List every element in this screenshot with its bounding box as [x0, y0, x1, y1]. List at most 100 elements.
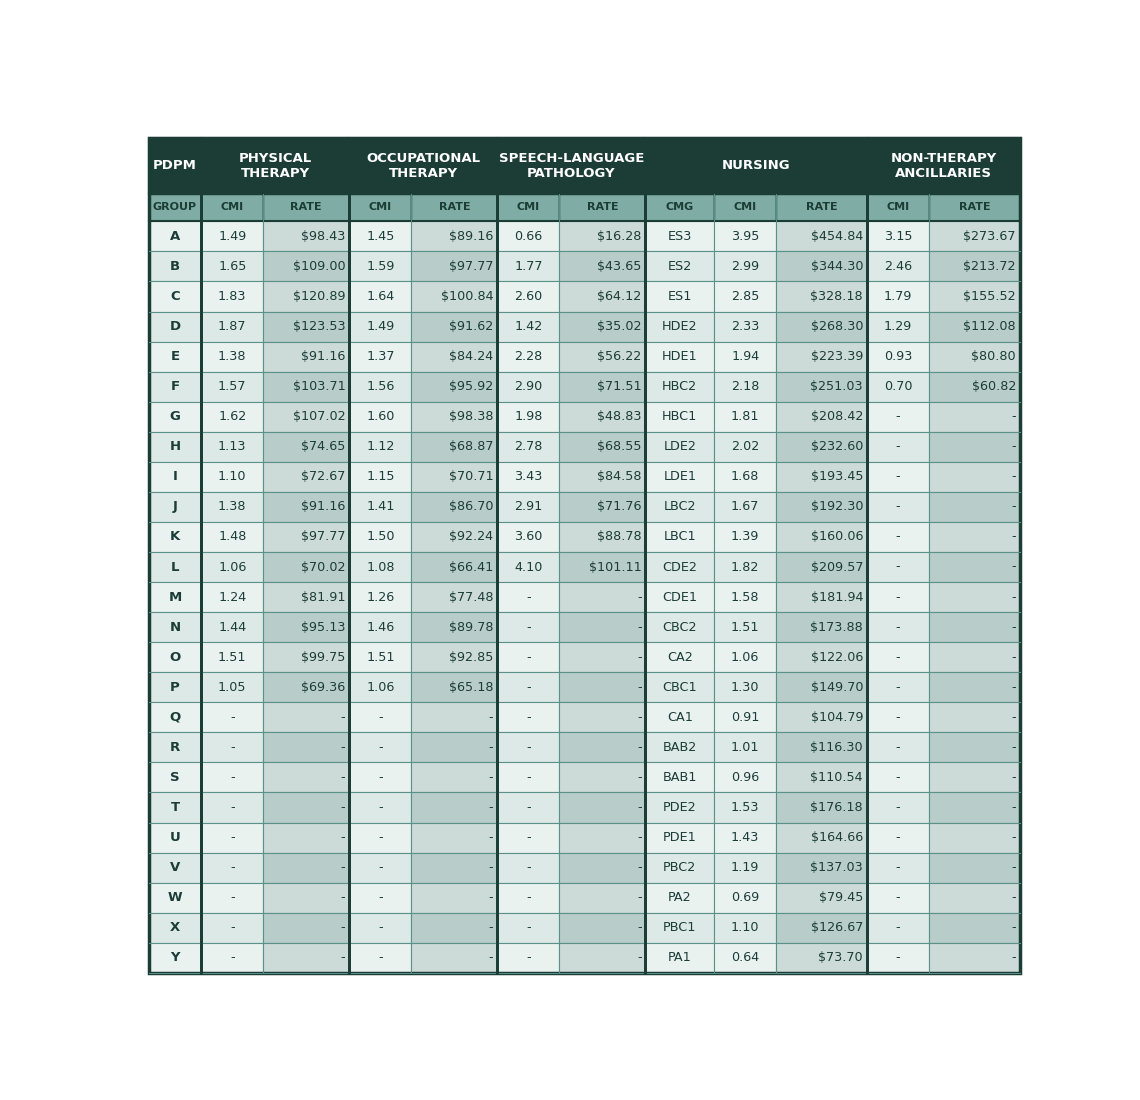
Bar	[497, 311, 560, 342]
Text: -: -	[341, 861, 345, 875]
Bar	[202, 913, 263, 943]
Text: -: -	[378, 861, 383, 875]
Text: -: -	[489, 771, 494, 784]
Bar	[202, 672, 263, 702]
Bar	[868, 252, 929, 282]
Text: -: -	[230, 921, 235, 934]
Text: Y: Y	[170, 952, 180, 965]
Bar	[645, 552, 714, 582]
Text: -: -	[230, 861, 235, 875]
Bar	[929, 194, 1020, 221]
Text: $68.55: $68.55	[597, 440, 642, 453]
Bar	[202, 792, 263, 823]
Text: C: C	[170, 290, 180, 303]
Bar	[560, 582, 645, 612]
Bar	[202, 194, 263, 221]
Text: 2.28: 2.28	[514, 350, 543, 363]
Bar	[412, 642, 497, 672]
Text: -: -	[637, 861, 642, 875]
Text: $109.00: $109.00	[293, 260, 345, 273]
Text: LDE1: LDE1	[663, 471, 697, 483]
Bar	[263, 342, 349, 372]
Bar	[202, 823, 263, 852]
Bar	[929, 462, 1020, 492]
Text: $107.02: $107.02	[293, 410, 345, 424]
Text: -: -	[1011, 741, 1016, 754]
Bar	[349, 431, 412, 462]
Bar	[714, 402, 776, 431]
Bar	[412, 221, 497, 252]
Text: CMG: CMG	[666, 202, 694, 212]
Bar	[412, 402, 497, 431]
Bar	[645, 582, 714, 612]
Bar	[714, 311, 776, 342]
Text: 3.60: 3.60	[514, 530, 543, 543]
Text: $155.52: $155.52	[963, 290, 1016, 303]
Bar	[714, 943, 776, 972]
Bar	[263, 282, 349, 311]
Bar	[868, 552, 929, 582]
Bar	[714, 492, 776, 521]
Bar	[929, 402, 1020, 431]
Text: 1.51: 1.51	[218, 651, 246, 663]
Bar	[349, 672, 412, 702]
Bar	[349, 252, 412, 282]
Text: $110.54: $110.54	[811, 771, 863, 784]
Bar	[776, 462, 868, 492]
Text: 1.83: 1.83	[218, 290, 246, 303]
Bar	[714, 852, 776, 882]
Text: -: -	[1011, 681, 1016, 694]
Bar	[868, 792, 929, 823]
Text: HDE2: HDE2	[662, 320, 698, 333]
Text: B: B	[170, 260, 180, 273]
Bar	[868, 372, 929, 402]
Text: PA2: PA2	[668, 891, 692, 904]
Text: PDPM: PDPM	[153, 160, 197, 173]
Text: $77.48: $77.48	[449, 591, 494, 604]
Bar	[929, 642, 1020, 672]
Text: $116.30: $116.30	[811, 741, 863, 754]
Bar	[349, 913, 412, 943]
Bar	[714, 702, 776, 733]
Text: 1.57: 1.57	[218, 381, 246, 393]
Bar	[776, 431, 868, 462]
Bar	[148, 342, 202, 372]
Bar	[776, 311, 868, 342]
Bar	[412, 792, 497, 823]
Bar	[645, 672, 714, 702]
Bar	[202, 702, 263, 733]
Text: -: -	[1011, 952, 1016, 965]
Text: PA1: PA1	[668, 952, 692, 965]
Bar	[148, 311, 202, 342]
Bar	[412, 311, 497, 342]
Bar	[497, 672, 560, 702]
Bar	[714, 521, 776, 552]
Bar	[349, 552, 412, 582]
Bar	[560, 431, 645, 462]
Text: BAB1: BAB1	[662, 771, 697, 784]
Text: $223.39: $223.39	[811, 350, 863, 363]
Bar	[412, 282, 497, 311]
Bar	[263, 372, 349, 402]
Text: CA2: CA2	[667, 651, 693, 663]
Text: PHYSICAL
THERAPY: PHYSICAL THERAPY	[238, 152, 312, 180]
Text: 1.49: 1.49	[366, 320, 394, 333]
Bar	[202, 342, 263, 372]
Bar	[497, 462, 560, 492]
Bar	[349, 882, 412, 913]
Bar	[929, 282, 1020, 311]
Bar	[776, 913, 868, 943]
Bar	[349, 823, 412, 852]
Text: $70.71: $70.71	[449, 471, 494, 483]
Bar	[202, 552, 263, 582]
Text: -: -	[378, 952, 383, 965]
Text: $88.78: $88.78	[597, 530, 642, 543]
Text: -: -	[378, 711, 383, 724]
Bar	[349, 762, 412, 792]
Text: 1.15: 1.15	[366, 471, 394, 483]
Bar	[929, 552, 1020, 582]
Bar	[929, 521, 1020, 552]
Bar	[202, 492, 263, 521]
Bar	[560, 642, 645, 672]
Text: -: -	[489, 921, 494, 934]
